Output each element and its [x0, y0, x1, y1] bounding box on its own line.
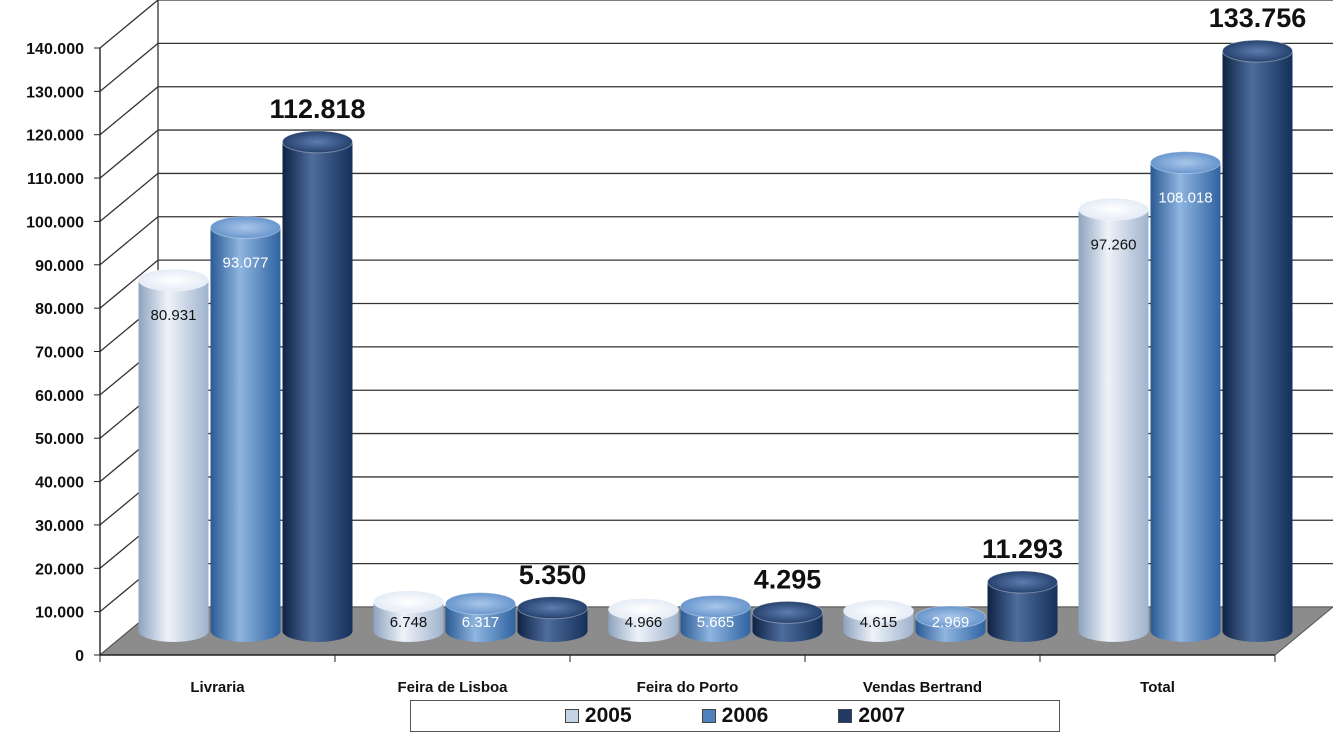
bar-2007-3	[987, 570, 1058, 643]
cylinder-top	[752, 600, 823, 624]
cylinder-body	[138, 280, 209, 643]
cylinder-top	[445, 592, 516, 616]
legend-item-2006: 2006	[701, 704, 769, 728]
y-tick-label: 100.000	[26, 214, 84, 231]
y-tick-label: 120.000	[26, 128, 84, 145]
y-tick-label: 10.000	[35, 605, 84, 622]
cylinder-body	[210, 227, 281, 643]
cylinder-body	[987, 582, 1058, 643]
bar-2006-2	[680, 594, 751, 643]
x-tick-label: Vendas Bertrand	[863, 679, 982, 696]
bar-2007-0	[282, 130, 353, 643]
cylinder-top	[210, 215, 281, 239]
cylinder-body	[373, 601, 444, 643]
legend-label-2007: 2007	[858, 704, 906, 727]
cylinder-top	[138, 268, 209, 292]
gridline-side	[99, 172, 159, 222]
y-tick-label: 20.000	[35, 561, 84, 578]
cylinder-top	[1150, 151, 1221, 175]
data-label-2007: 4.295	[754, 564, 822, 594]
bar-2006-1	[445, 592, 516, 643]
label-layer: 80.931 93.077 112.818 6.748 6.317 5.350 4.966 5…	[151, 3, 1307, 631]
cylinder-body	[1150, 162, 1221, 643]
cylinder-body	[445, 603, 516, 643]
cylinder-body	[1222, 51, 1293, 643]
legend-swatch-2005	[564, 709, 579, 723]
bar-2005-3	[843, 599, 914, 643]
bar-2007-4	[1222, 39, 1293, 643]
y-tick-label: 60.000	[35, 388, 84, 405]
gridline-side	[99, 86, 159, 136]
data-label-2007: 11.293	[982, 534, 1063, 564]
y-tick-label: 40.000	[35, 475, 84, 492]
data-label-2007: 5.350	[519, 560, 587, 590]
gridline-side	[99, 129, 159, 179]
x-tick-label: Livraria	[190, 679, 245, 696]
bar-2005-2	[608, 597, 679, 643]
bar-2007-1	[517, 596, 588, 643]
data-label-2005: 97.260	[1091, 236, 1137, 253]
cylinder-top	[843, 599, 914, 623]
bar-2006-3	[915, 605, 986, 643]
y-tick-label: 50.000	[35, 431, 84, 448]
x-tick-label: Feira do Porto	[637, 679, 739, 696]
data-label-2005: 4.966	[625, 614, 663, 631]
gridline-side	[99, 42, 159, 92]
data-label-2006: 6.317	[462, 614, 500, 631]
cylinder-top	[1222, 39, 1293, 63]
legend-swatch-2006	[701, 709, 716, 723]
bar-2005-0	[138, 268, 209, 643]
legend-swatch-2007	[838, 709, 853, 723]
bar-2005-4	[1078, 197, 1149, 643]
bar-2006-4	[1150, 151, 1221, 643]
data-label-2007: 133.756	[1209, 3, 1307, 33]
data-label-2005: 80.931	[151, 307, 197, 324]
gridline-side	[99, 216, 159, 266]
cylinder-top	[282, 130, 353, 154]
cylinder-top	[608, 597, 679, 621]
legend: 2005 2006 2007	[410, 700, 1060, 732]
data-label-2007: 112.818	[269, 94, 365, 124]
chart-svg: 0 10.000 20.000 30.000 40.000 50.000 60.000 70.…	[26, 0, 1333, 696]
cylinder-top	[517, 596, 588, 620]
y-tick-label: 110.000	[27, 171, 84, 188]
y-tick-label: 70.000	[35, 345, 84, 362]
bar-layer	[138, 39, 1293, 643]
cylinder-top	[987, 570, 1058, 594]
cylinder-top	[915, 605, 986, 629]
axis-layer: 0 10.000 20.000 30.000 40.000 50.000 60.000 70.…	[26, 41, 1276, 696]
legend-item-2005: 2005	[564, 704, 632, 728]
bar-2006-0	[210, 215, 281, 643]
cylinder-body	[1078, 209, 1149, 643]
data-label-2006: 93.077	[223, 254, 269, 271]
data-label-2006: 108.018	[1158, 190, 1212, 207]
cylinder-top	[680, 594, 751, 618]
data-label-2005: 4.615	[860, 614, 898, 631]
y-tick-label: 80.000	[35, 301, 84, 318]
data-label-2006: 5.665	[697, 614, 735, 631]
cylinder-top	[1078, 197, 1149, 221]
data-label-2006: 2.969	[932, 614, 970, 631]
gridline-side	[99, 0, 159, 49]
cylinder-body	[282, 141, 353, 643]
bar-2007-2	[752, 600, 823, 643]
legend-item-2007: 2007	[838, 704, 905, 728]
cylinder-top	[373, 590, 444, 614]
legend-label-2006: 2006	[721, 704, 769, 727]
y-tick-label: 30.000	[35, 518, 84, 535]
y-tick-label: 130.000	[26, 84, 84, 101]
legend-label-2005: 2005	[584, 704, 632, 727]
x-tick-label: Feira de Lisboa	[397, 679, 508, 696]
data-label-2005: 6.748	[390, 614, 428, 631]
gridline-side	[99, 259, 159, 309]
y-tick-label: 140.000	[26, 41, 84, 58]
y-tick-label: 90.000	[35, 258, 84, 275]
y-tick-label: 0	[75, 648, 84, 665]
x-tick-label: Total	[1140, 679, 1175, 696]
bar-2005-1	[373, 590, 444, 643]
